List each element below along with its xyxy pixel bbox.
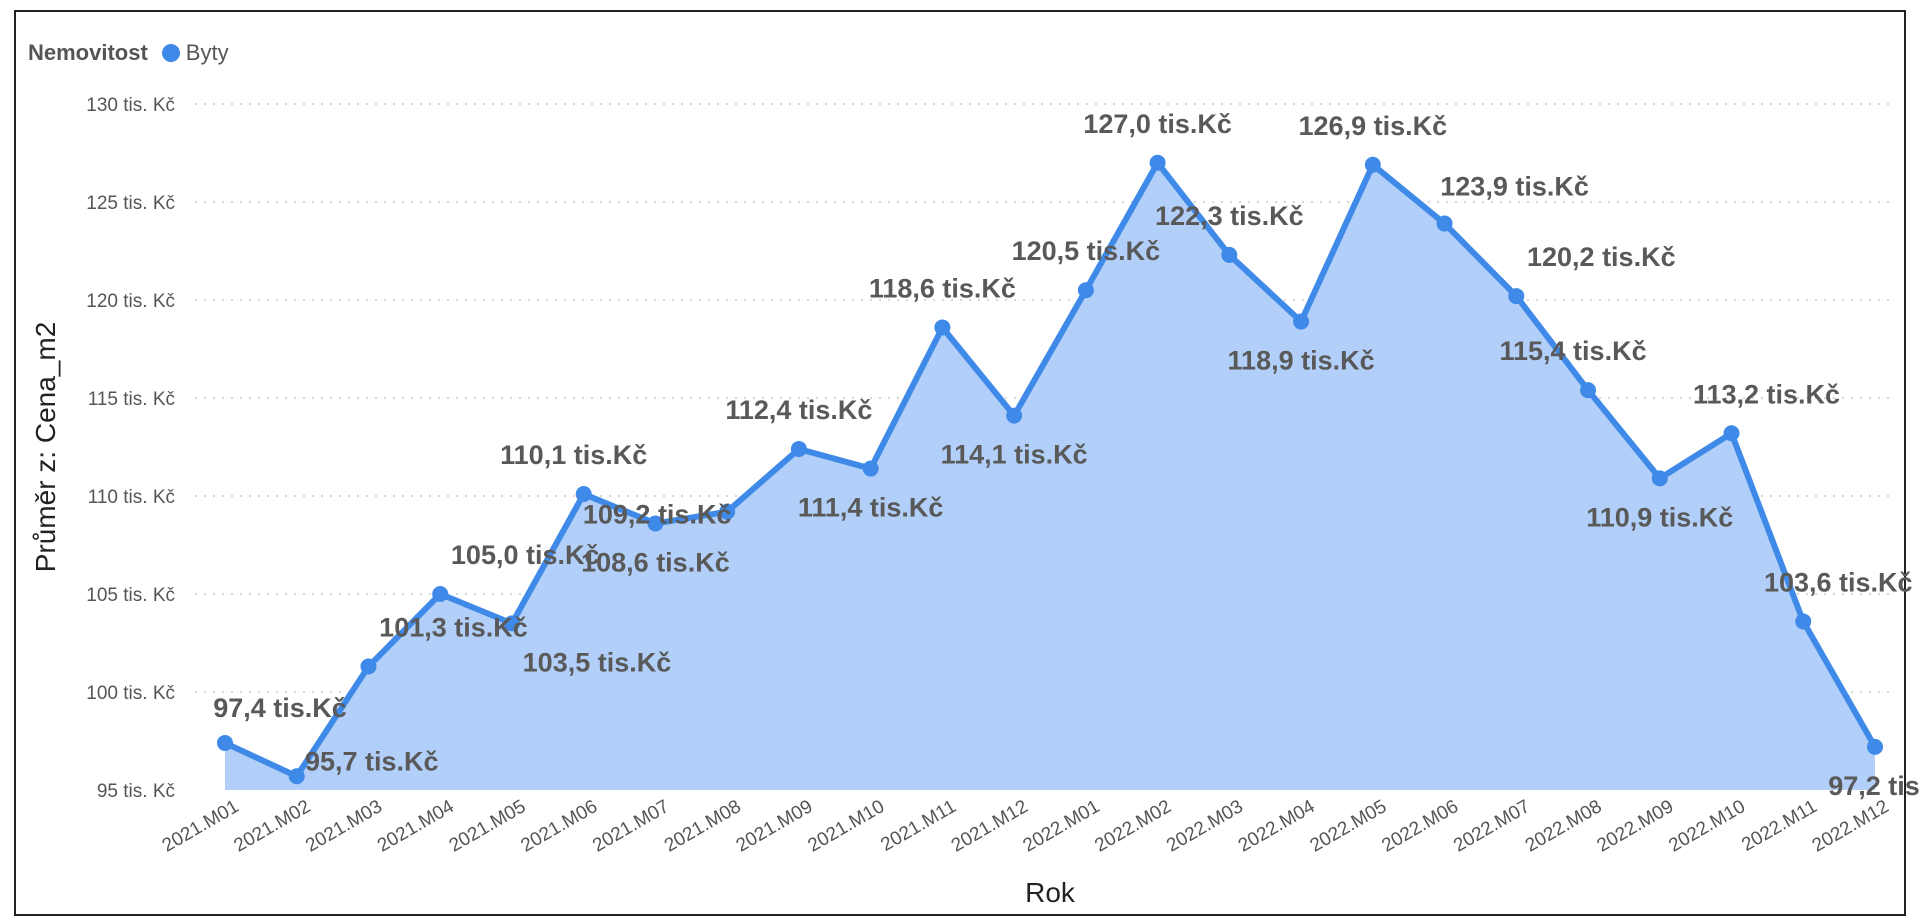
x-tick-label: 2021.M06 [518,796,602,856]
data-label: 103,6 tis.Kč [1764,567,1913,597]
data-label: 118,6 tis.Kč [869,273,1016,303]
data-point[interactable] [1508,288,1525,305]
data-point[interactable] [217,734,233,751]
data-point[interactable] [1149,154,1166,171]
data-point[interactable] [647,515,664,532]
data-point[interactable] [1364,156,1381,173]
legend: Nemovitost Byty [28,40,229,66]
x-tick-label: 2022.M12 [1809,796,1893,856]
data-label: 120,2 tis.Kč [1527,242,1676,272]
x-tick-label: 2022.M01 [1020,796,1104,856]
data-points [217,154,1883,785]
x-tick-label: 2021.M01 [159,796,243,856]
data-label: 110,9 tis.Kč [1586,502,1733,532]
data-point[interactable] [862,460,879,477]
x-tick-label: 2021.M07 [589,796,673,856]
y-tick-label: 110 tis. Kč [88,487,175,508]
data-label: 97,2 tis.Kč [1828,771,1920,801]
x-tick-label: 2021.M04 [374,796,458,857]
data-label: 97,4 tis.Kč [213,693,347,723]
x-tick-label: 2021.M10 [804,796,888,856]
data-point[interactable] [1651,470,1668,487]
x-tick-label: 2022.M09 [1594,796,1678,856]
data-label: 110,1 tis.Kč [500,440,647,470]
y-tick-label: 95 tis. Kč [97,781,175,802]
data-label: 103,5 tis.Kč [523,647,672,677]
data-point[interactable] [1077,282,1094,299]
data-labels: 97,4 tis.Kč 95,7 tis.Kč 101,3 tis.Kč 105,0 … [213,109,1920,801]
data-label: 108,6 tis.Kč [581,547,730,577]
x-tick-label: 2022.M02 [1091,796,1175,856]
x-tick-label: 2022.M10 [1665,796,1749,856]
data-label: 112,4 tis.Kč [725,395,872,425]
data-label: 109,2 tis.Kč [583,500,732,530]
data-point[interactable] [1221,246,1238,263]
y-axis-ticks: 95 tis. Kč 100 tis. Kč 105 tis. Kč 110 tis.… [86,95,175,802]
x-tick-label: 2022.M11 [1738,796,1820,856]
x-tick-label: 2021.M02 [231,796,315,856]
data-point[interactable] [432,586,449,602]
x-tick-label: 2021.M12 [948,796,1032,856]
x-tick-label: 2022.M03 [1163,796,1247,856]
data-point[interactable] [1580,382,1597,399]
legend-title: Nemovitost [28,40,148,65]
x-axis-ticks: 2021.M012021.M022021.M032021.M042021.M05… [159,796,1893,857]
y-tick-label: 105 tis. Kč [86,585,175,606]
x-tick-label: 2021.M11 [877,796,959,856]
data-label: 101,3 tis.Kč [379,613,528,643]
y-tick-label: 130 tis. Kč [86,95,175,116]
data-point[interactable] [1293,313,1310,330]
data-point[interactable] [1436,215,1453,232]
y-axis-title: Průměr z: Cena_m2 [30,322,61,573]
data-label: 126,9 tis.Kč [1299,111,1448,141]
data-label: 118,9 tis.Kč [1228,346,1375,376]
data-point[interactable] [790,440,807,457]
data-point[interactable] [1723,425,1740,442]
y-tick-label: 115 tis. Kč [88,389,175,410]
y-tick-label: 120 tis. Kč [86,291,175,312]
x-tick-label: 2022.M08 [1522,796,1606,856]
data-label: 120,5 tis.Kč [1012,236,1161,266]
x-tick-label: 2022.M06 [1378,796,1462,856]
data-label: 115,4 tis.Kč [1499,336,1646,366]
series-area [225,162,1875,791]
legend-series-label[interactable]: Byty [185,40,229,65]
x-tick-label: 2022.M04 [1235,796,1319,857]
x-tick-label: 2022.M05 [1307,796,1391,856]
data-label: 95,7 tis.Kč [305,746,439,776]
data-point[interactable] [360,658,377,675]
y-tick-label: 100 tis. Kč [86,683,175,704]
x-tick-label: 2021.M09 [733,796,817,856]
x-axis-title: Rok [1025,877,1076,908]
data-label: 122,3 tis.Kč [1155,201,1304,231]
data-point[interactable] [575,486,592,503]
data-point[interactable] [1006,407,1023,424]
x-tick-label: 2021.M08 [661,796,745,856]
data-label: 111,4 tis.Kč [798,493,944,523]
data-label: 113,2 tis.Kč [1693,379,1840,409]
data-point[interactable] [288,768,305,785]
data-label: 127,0 tis.Kč [1083,109,1232,139]
y-tick-label: 125 tis. Kč [86,193,175,214]
data-point[interactable] [934,319,951,336]
x-tick-label: 2021.M03 [302,796,386,856]
data-label: 114,1 tis.Kč [941,440,1088,470]
data-point[interactable] [1795,613,1812,630]
x-tick-label: 2022.M07 [1450,796,1534,856]
legend-marker [161,44,180,62]
data-point[interactable] [1867,738,1883,755]
data-point[interactable] [719,503,736,520]
x-tick-label: 2021.M05 [446,796,530,856]
data-label: 123,9 tis.Kč [1440,172,1589,202]
data-label: 105,0 tis.Kč [451,540,600,570]
series-line [223,159,1878,780]
data-point[interactable] [503,615,520,632]
